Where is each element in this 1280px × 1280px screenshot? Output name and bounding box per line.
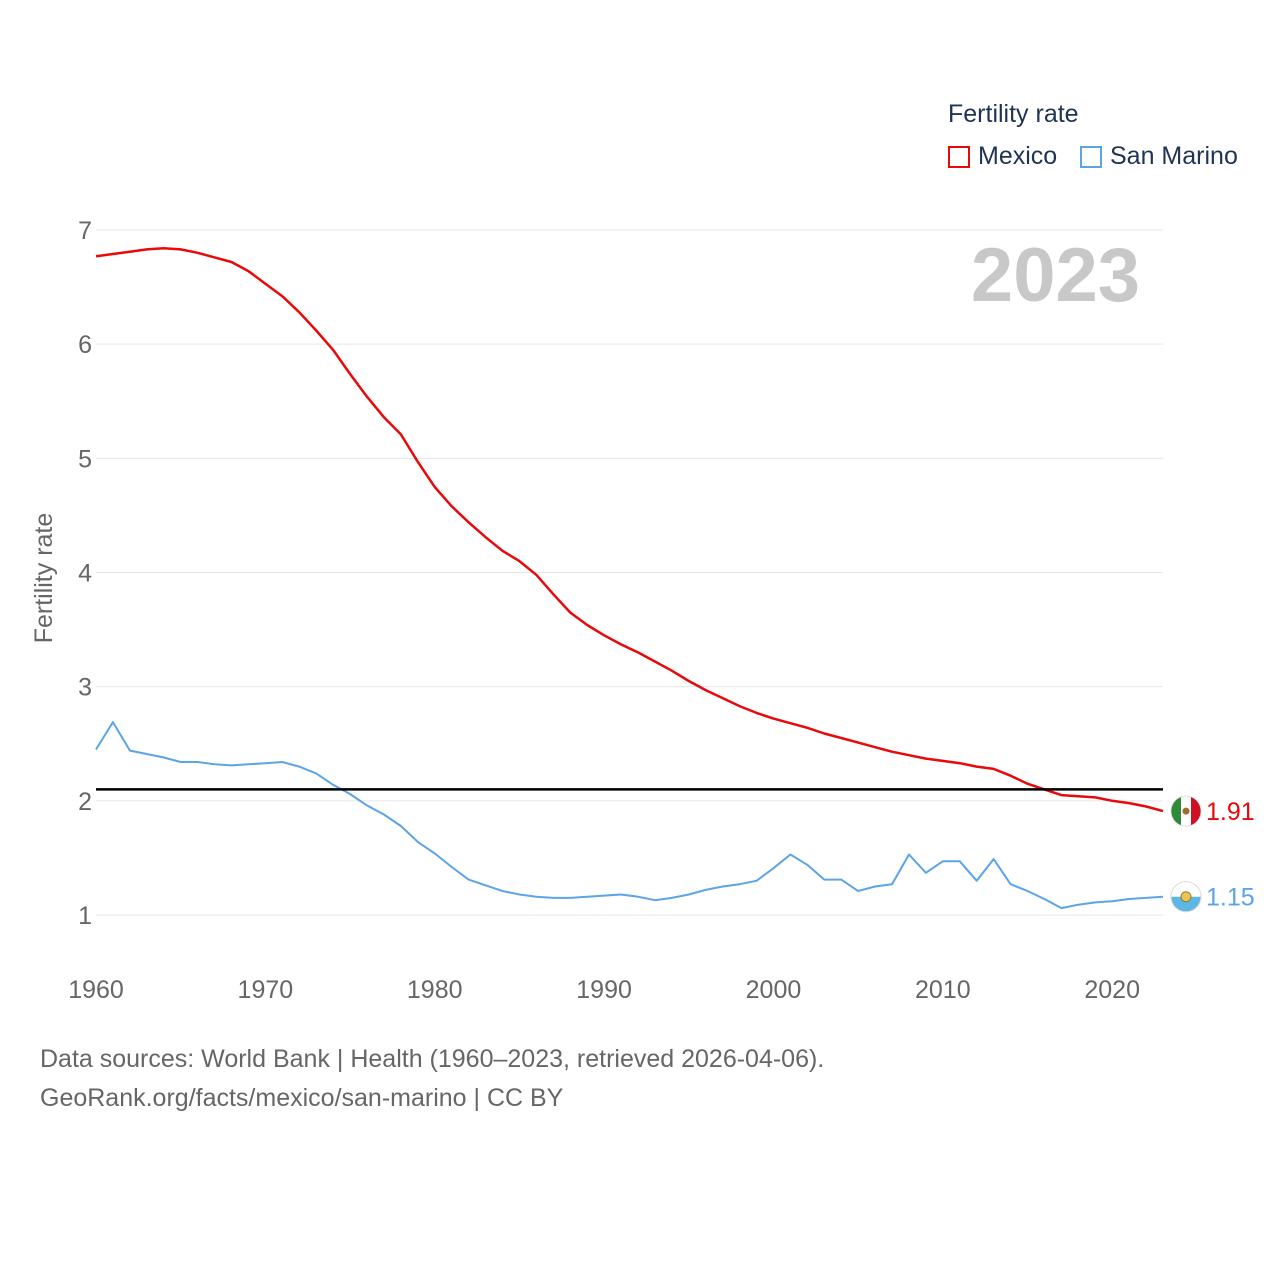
series-line-san-marino: [95, 721, 1164, 910]
legend-label-mexico: Mexico: [978, 142, 1058, 170]
legend-label-san-marino: San Marino: [1110, 142, 1238, 170]
y-tick-label: 1: [78, 902, 92, 930]
x-tick-label: 2020: [1084, 976, 1140, 1004]
legend-swatch-mexico: [948, 145, 970, 168]
legend-swatch-san-marino: [1080, 145, 1102, 168]
y-tick-label: 3: [78, 674, 92, 702]
y-tick-label: 4: [78, 560, 92, 588]
y-axis-ticks: 1 2 3 4 5 6 7: [78, 217, 92, 930]
x-axis-ticks: 1960 1970 1980 1990 2000 2010 2020: [68, 976, 1140, 1004]
x-tick-label: 2000: [746, 976, 802, 1004]
series-line-mexico: [95, 247, 1164, 813]
y-tick-label: 5: [78, 445, 92, 473]
san-marino-flag-icon: [1170, 881, 1202, 913]
end-value-label-san-marino: 1.15: [1206, 884, 1255, 912]
legend-item-san-marino[interactable]: San Marino: [1080, 142, 1238, 171]
y-tick-label: 6: [78, 331, 92, 359]
end-value-label-mexico: 1.91: [1206, 798, 1255, 826]
x-tick-label: 1980: [407, 976, 463, 1004]
series-lines: [95, 247, 1164, 910]
legend-title: Fertility rate: [948, 100, 1079, 128]
footer-link[interactable]: GeoRank.org/facts/mexico/san-marino | CC…: [40, 1084, 564, 1112]
gridlines: [96, 229, 1163, 916]
x-tick-label: 1990: [576, 976, 632, 1004]
x-tick-label: 1960: [68, 976, 124, 1004]
x-tick-label: 2010: [915, 976, 971, 1004]
mexico-flag-icon: [1170, 795, 1202, 827]
x-tick-label: 1970: [238, 976, 294, 1004]
year-label: 2023: [970, 233, 1140, 318]
series-end-markers: 1.91 1.15: [1170, 795, 1255, 913]
footer-sources: Data sources: World Bank | Health (1960–…: [40, 1045, 825, 1073]
y-axis-label: Fertility rate: [30, 513, 58, 644]
y-tick-label: 7: [78, 217, 92, 245]
legend-item-mexico[interactable]: Mexico: [948, 142, 1057, 171]
y-tick-label: 2: [78, 788, 92, 816]
